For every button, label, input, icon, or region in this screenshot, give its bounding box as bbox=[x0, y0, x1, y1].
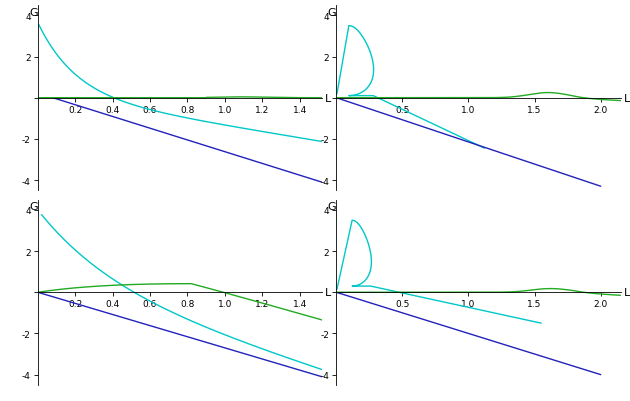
Text: G: G bbox=[328, 8, 336, 18]
Text: L: L bbox=[624, 93, 629, 103]
Text: G: G bbox=[328, 202, 336, 212]
Text: L: L bbox=[325, 93, 331, 103]
Text: G: G bbox=[29, 8, 38, 18]
Text: L: L bbox=[325, 288, 331, 298]
Text: G: G bbox=[29, 202, 38, 212]
Text: L: L bbox=[624, 288, 629, 298]
